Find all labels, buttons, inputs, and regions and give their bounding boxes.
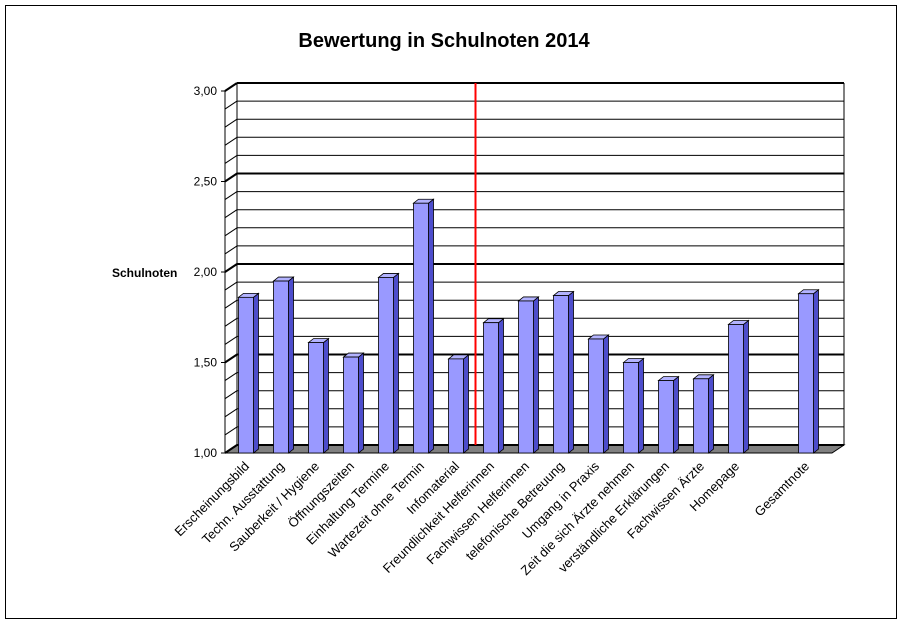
gridline-side <box>224 372 238 382</box>
gridline-side <box>224 245 238 255</box>
gridline-side <box>224 444 238 454</box>
y-tick-label: 1,00 <box>194 446 218 460</box>
bar-front <box>798 293 814 454</box>
bar <box>657 375 680 454</box>
chart-frame: Bewertung in Schulnoten 2014 Schulnoten … <box>5 5 897 619</box>
bar <box>797 288 820 454</box>
gridline-side <box>224 191 238 201</box>
bar <box>307 337 330 454</box>
bar-side <box>568 290 574 454</box>
gridline-side <box>224 317 238 327</box>
gridline-side <box>224 281 238 291</box>
bar-front <box>413 202 429 454</box>
bar-side <box>428 198 434 454</box>
gridline-side <box>224 335 238 345</box>
gridline-side <box>224 209 238 219</box>
gridline-side <box>224 408 238 418</box>
bar <box>412 198 435 454</box>
bar <box>482 317 505 454</box>
y-tick-label: 1,50 <box>194 356 218 370</box>
bar <box>552 290 575 454</box>
bar-front <box>238 296 254 454</box>
bar-side <box>463 354 469 454</box>
y-tick-label: 2,50 <box>194 175 218 189</box>
bar-front <box>623 362 639 454</box>
bar-side <box>498 317 504 454</box>
bar-front <box>483 322 499 454</box>
bar <box>272 276 295 454</box>
bar-front <box>308 342 324 454</box>
gridline-side <box>224 154 238 164</box>
chart-title: Bewertung in Schulnoten 2014 <box>298 30 590 52</box>
bar-side <box>533 296 539 454</box>
gridline-side <box>224 353 238 364</box>
bar <box>447 354 470 454</box>
gridline-side <box>224 118 238 128</box>
bar-side <box>393 272 399 454</box>
y-axis-label: Schulnoten <box>112 266 177 280</box>
bars <box>237 198 820 454</box>
bar <box>692 373 715 454</box>
bar <box>377 272 400 454</box>
bar-front <box>588 338 604 454</box>
bar-front <box>273 280 289 454</box>
bar-side <box>708 373 714 454</box>
bar-front <box>693 378 709 454</box>
bar <box>727 319 750 454</box>
bar-front <box>343 356 359 454</box>
category-label: Gesamtnote <box>751 459 812 520</box>
bar-side <box>638 357 644 454</box>
bar-side <box>253 292 259 454</box>
bar-side <box>743 319 749 454</box>
bar-side <box>288 276 294 454</box>
gridline-side <box>224 299 238 309</box>
bar-front <box>553 295 569 454</box>
y-tick-label: 3,00 <box>194 84 218 98</box>
bar-front <box>728 324 744 454</box>
bar-front <box>658 380 674 454</box>
bar <box>237 292 260 454</box>
bar-side <box>813 288 819 454</box>
bar-side <box>358 352 364 454</box>
gridline-side <box>224 390 238 400</box>
bar <box>342 352 365 454</box>
bar-side <box>673 375 679 454</box>
gridline-side <box>224 136 238 146</box>
bar-front <box>448 358 464 454</box>
gridline-side <box>224 426 238 436</box>
gridline-side <box>224 263 238 273</box>
gridline-side <box>224 82 238 92</box>
bar <box>587 334 610 454</box>
bar-chart: Bewertung in Schulnoten 2014 Schulnoten … <box>112 30 846 578</box>
bar <box>517 296 540 454</box>
gridline-side <box>224 100 238 110</box>
bar-side <box>603 334 609 454</box>
bar-front <box>518 300 534 454</box>
y-tick-label: 2,00 <box>194 265 218 279</box>
bar <box>622 357 645 454</box>
bar-side <box>323 337 329 454</box>
gridline-side <box>224 227 238 237</box>
gridline-side <box>224 172 238 183</box>
y-axis: 1,00 1,50 2,00 2,50 3,00 <box>194 84 226 460</box>
bar-front <box>378 277 394 454</box>
